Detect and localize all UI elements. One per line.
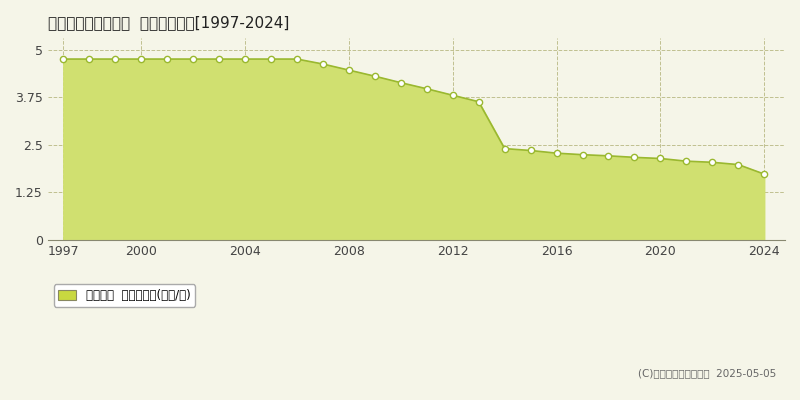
Legend: 基準地価  平均坪単価(万円/坪): 基準地価 平均坪単価(万円/坪) [54, 284, 195, 307]
Text: (C)土地価格ドットコム  2025-05-05: (C)土地価格ドットコム 2025-05-05 [638, 368, 776, 378]
Text: 国頭郡伊江村西江上  基準地価推移[1997-2024]: 国頭郡伊江村西江上 基準地価推移[1997-2024] [48, 15, 289, 30]
